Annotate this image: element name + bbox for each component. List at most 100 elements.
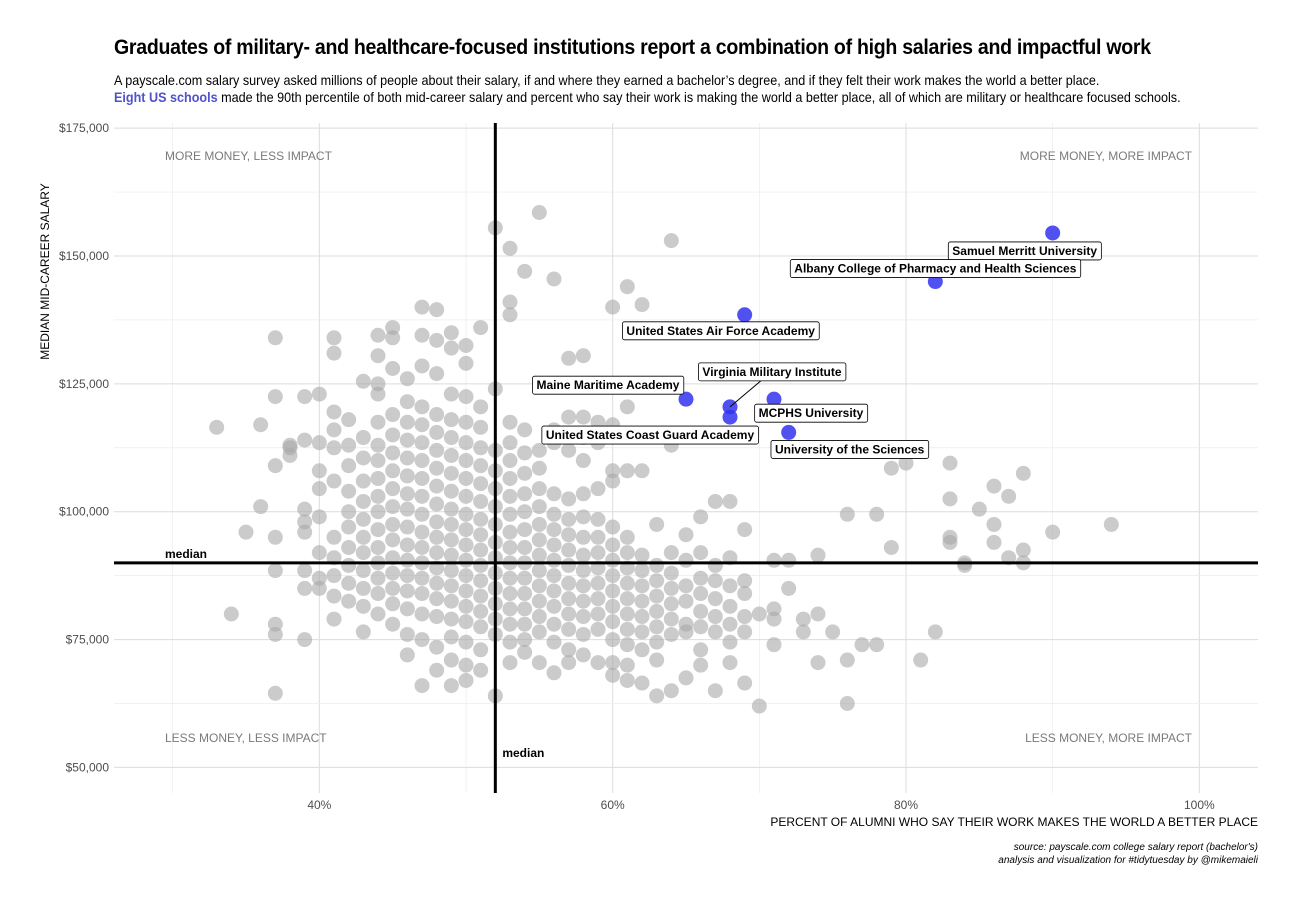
data-point: [957, 557, 973, 573]
data-point: [707, 609, 723, 625]
chart-title: Graduates of military- and healthcare-fo…: [114, 36, 1151, 59]
highlight-label: University of the Sciences: [770, 440, 930, 459]
x-tick-label: 40%: [307, 798, 331, 812]
data-point: [737, 586, 753, 602]
data-point: [751, 698, 767, 714]
data-point: [663, 580, 679, 596]
data-point: [297, 389, 313, 405]
data-point: [443, 678, 459, 694]
data-point: [399, 468, 415, 484]
data-point: [707, 557, 723, 573]
data-point: [722, 616, 738, 632]
data-point: [253, 417, 269, 433]
label-text: MCPHS University: [759, 406, 864, 420]
data-point: [517, 644, 533, 660]
data-point: [531, 609, 547, 625]
quadrant-label-bottom-right: LESS MONEY, MORE IMPACT: [1025, 731, 1193, 745]
data-point: [473, 511, 489, 527]
data-point: [693, 657, 709, 673]
data-point: [399, 647, 415, 663]
data-point: [605, 632, 621, 648]
data-point: [634, 675, 650, 691]
data-point: [399, 501, 415, 517]
data-point: [502, 601, 518, 617]
data-point: [355, 545, 371, 561]
data-point: [1015, 465, 1031, 481]
data-point: [341, 483, 357, 499]
data-point: [619, 621, 635, 637]
data-point: [561, 575, 577, 591]
data-point: [531, 499, 547, 515]
data-point: [810, 655, 826, 671]
highlight-labels: Samuel Merritt University Albany College …: [532, 241, 1102, 459]
y-axis-title: MEDIAN MID-CAREER SALARY: [38, 183, 52, 359]
data-point: [663, 545, 679, 561]
data-point: [561, 409, 577, 425]
data-point: [399, 583, 415, 599]
data-point: [707, 683, 723, 699]
data-point: [561, 527, 577, 543]
data-point: [546, 665, 562, 681]
data-point: [663, 565, 679, 581]
data-point: [546, 506, 562, 522]
data-point: [473, 527, 489, 543]
data-point: [531, 532, 547, 548]
data-point: [678, 578, 694, 594]
median-y-label: median: [165, 547, 207, 561]
data-point: [546, 271, 562, 287]
data-point: [341, 437, 357, 453]
data-point: [942, 491, 958, 507]
data-point: [341, 504, 357, 520]
data-point: [605, 473, 621, 489]
data-point: [634, 624, 650, 640]
data-point: [605, 519, 621, 535]
data-point: [502, 435, 518, 451]
source-line-1: source: payscale.com college salary repo…: [1013, 842, 1258, 853]
data-point: [502, 524, 518, 540]
data-point: [575, 647, 591, 663]
data-point: [795, 611, 811, 627]
data-point: [634, 593, 650, 609]
data-point: [531, 460, 547, 476]
x-tick-label: 80%: [894, 798, 918, 812]
data-point: [385, 427, 401, 443]
data-point: [414, 327, 430, 343]
data-point: [370, 488, 386, 504]
highlight-label: Maine Maritime Academy: [532, 375, 685, 395]
data-point: [458, 506, 474, 522]
data-point: [546, 552, 562, 568]
data-point: [634, 297, 650, 313]
data-point: [502, 488, 518, 504]
data-point: [385, 499, 401, 515]
data-point: [1001, 488, 1017, 504]
data-point: [781, 580, 797, 596]
highlight-point: [1045, 225, 1061, 241]
data-point: [722, 598, 738, 614]
data-point: [1015, 542, 1031, 558]
data-point: [429, 514, 445, 530]
data-point: [443, 325, 459, 341]
data-point: [517, 486, 533, 502]
background-points: [209, 205, 1119, 714]
data-point: [663, 596, 679, 612]
data-point: [810, 547, 826, 563]
data-point: [693, 509, 709, 525]
data-point: [341, 458, 357, 474]
label-text: Maine Maritime Academy: [537, 378, 680, 392]
data-point: [707, 624, 723, 640]
data-point: [458, 435, 474, 451]
data-point: [649, 588, 665, 604]
data-point: [693, 642, 709, 658]
data-point: [561, 542, 577, 558]
data-point: [766, 611, 782, 627]
data-point: [575, 409, 591, 425]
data-point: [341, 593, 357, 609]
data-point: [825, 624, 841, 640]
data-point: [341, 412, 357, 428]
data-point: [722, 634, 738, 650]
data-point: [517, 445, 533, 461]
data-point: [429, 609, 445, 625]
data-point: [517, 601, 533, 617]
data-point: [575, 453, 591, 469]
data-point: [385, 565, 401, 581]
